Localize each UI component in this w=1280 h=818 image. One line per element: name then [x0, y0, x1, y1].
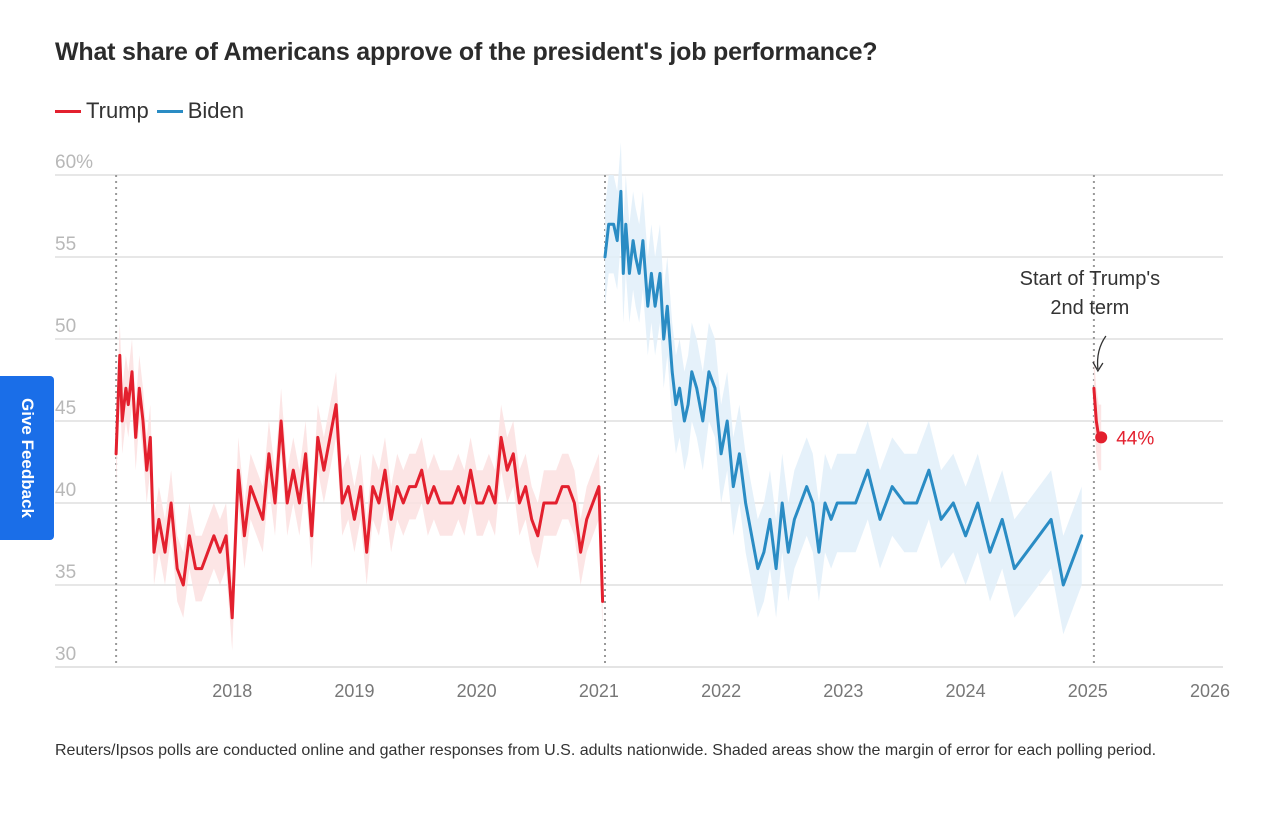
x-tick-label: 2025 — [1068, 681, 1108, 701]
annotation-arrow — [1096, 335, 1107, 370]
series-line-trump — [114, 353, 605, 620]
y-tick-label: 55 — [55, 234, 76, 255]
y-tick-label: 35 — [55, 562, 76, 583]
x-tick-label: 2023 — [823, 681, 863, 701]
legend-item-biden: Biden — [156, 98, 245, 124]
legend-swatch-biden — [156, 109, 183, 113]
x-tick-label: 2026 — [1190, 681, 1230, 701]
legend-item-trump: Trump — [55, 98, 149, 124]
legend-label-biden: Biden — [187, 98, 245, 123]
y-tick-label: 40 — [55, 480, 76, 501]
give-feedback-button[interactable]: Give Feedback — [0, 376, 54, 540]
legend-label-trump: Trump — [86, 98, 149, 123]
y-tick-label: 45 — [55, 398, 76, 419]
approval-line-chart: 60% 55 50 45 40 35 30 2018 2019 2020 2021 2022 2023 2… — [55, 142, 1230, 701]
y-tick-label: 30 — [55, 644, 76, 665]
footnote: Reuters/Ipsos polls are conducted online… — [55, 742, 1157, 759]
x-tick-label: 2022 — [701, 681, 741, 701]
series-line-biden — [603, 189, 1084, 587]
y-tick-label: 60% — [55, 152, 93, 173]
x-tick-label: 2019 — [334, 681, 374, 701]
legend: Trump Biden — [55, 98, 252, 124]
x-tick-label: 2021 — [579, 681, 619, 701]
margin-of-error-band-biden — [605, 142, 1082, 635]
x-tick-label: 2018 — [212, 681, 252, 701]
end-point-label: 44% — [1116, 428, 1154, 449]
annotation-arrowhead — [1092, 361, 1104, 373]
x-tick-label: 2020 — [457, 681, 497, 701]
chart-title: What share of Americans approve of the p… — [55, 38, 878, 66]
x-tick-label: 2024 — [946, 681, 986, 701]
annotation-label: 2nd term — [1050, 297, 1129, 319]
give-feedback-label: Give Feedback — [18, 397, 38, 519]
legend-swatch-trump — [55, 109, 81, 113]
end-point-dot — [1095, 431, 1108, 444]
annotation-label: Start of Trump's — [1020, 268, 1161, 290]
y-tick-label: 50 — [55, 316, 76, 337]
